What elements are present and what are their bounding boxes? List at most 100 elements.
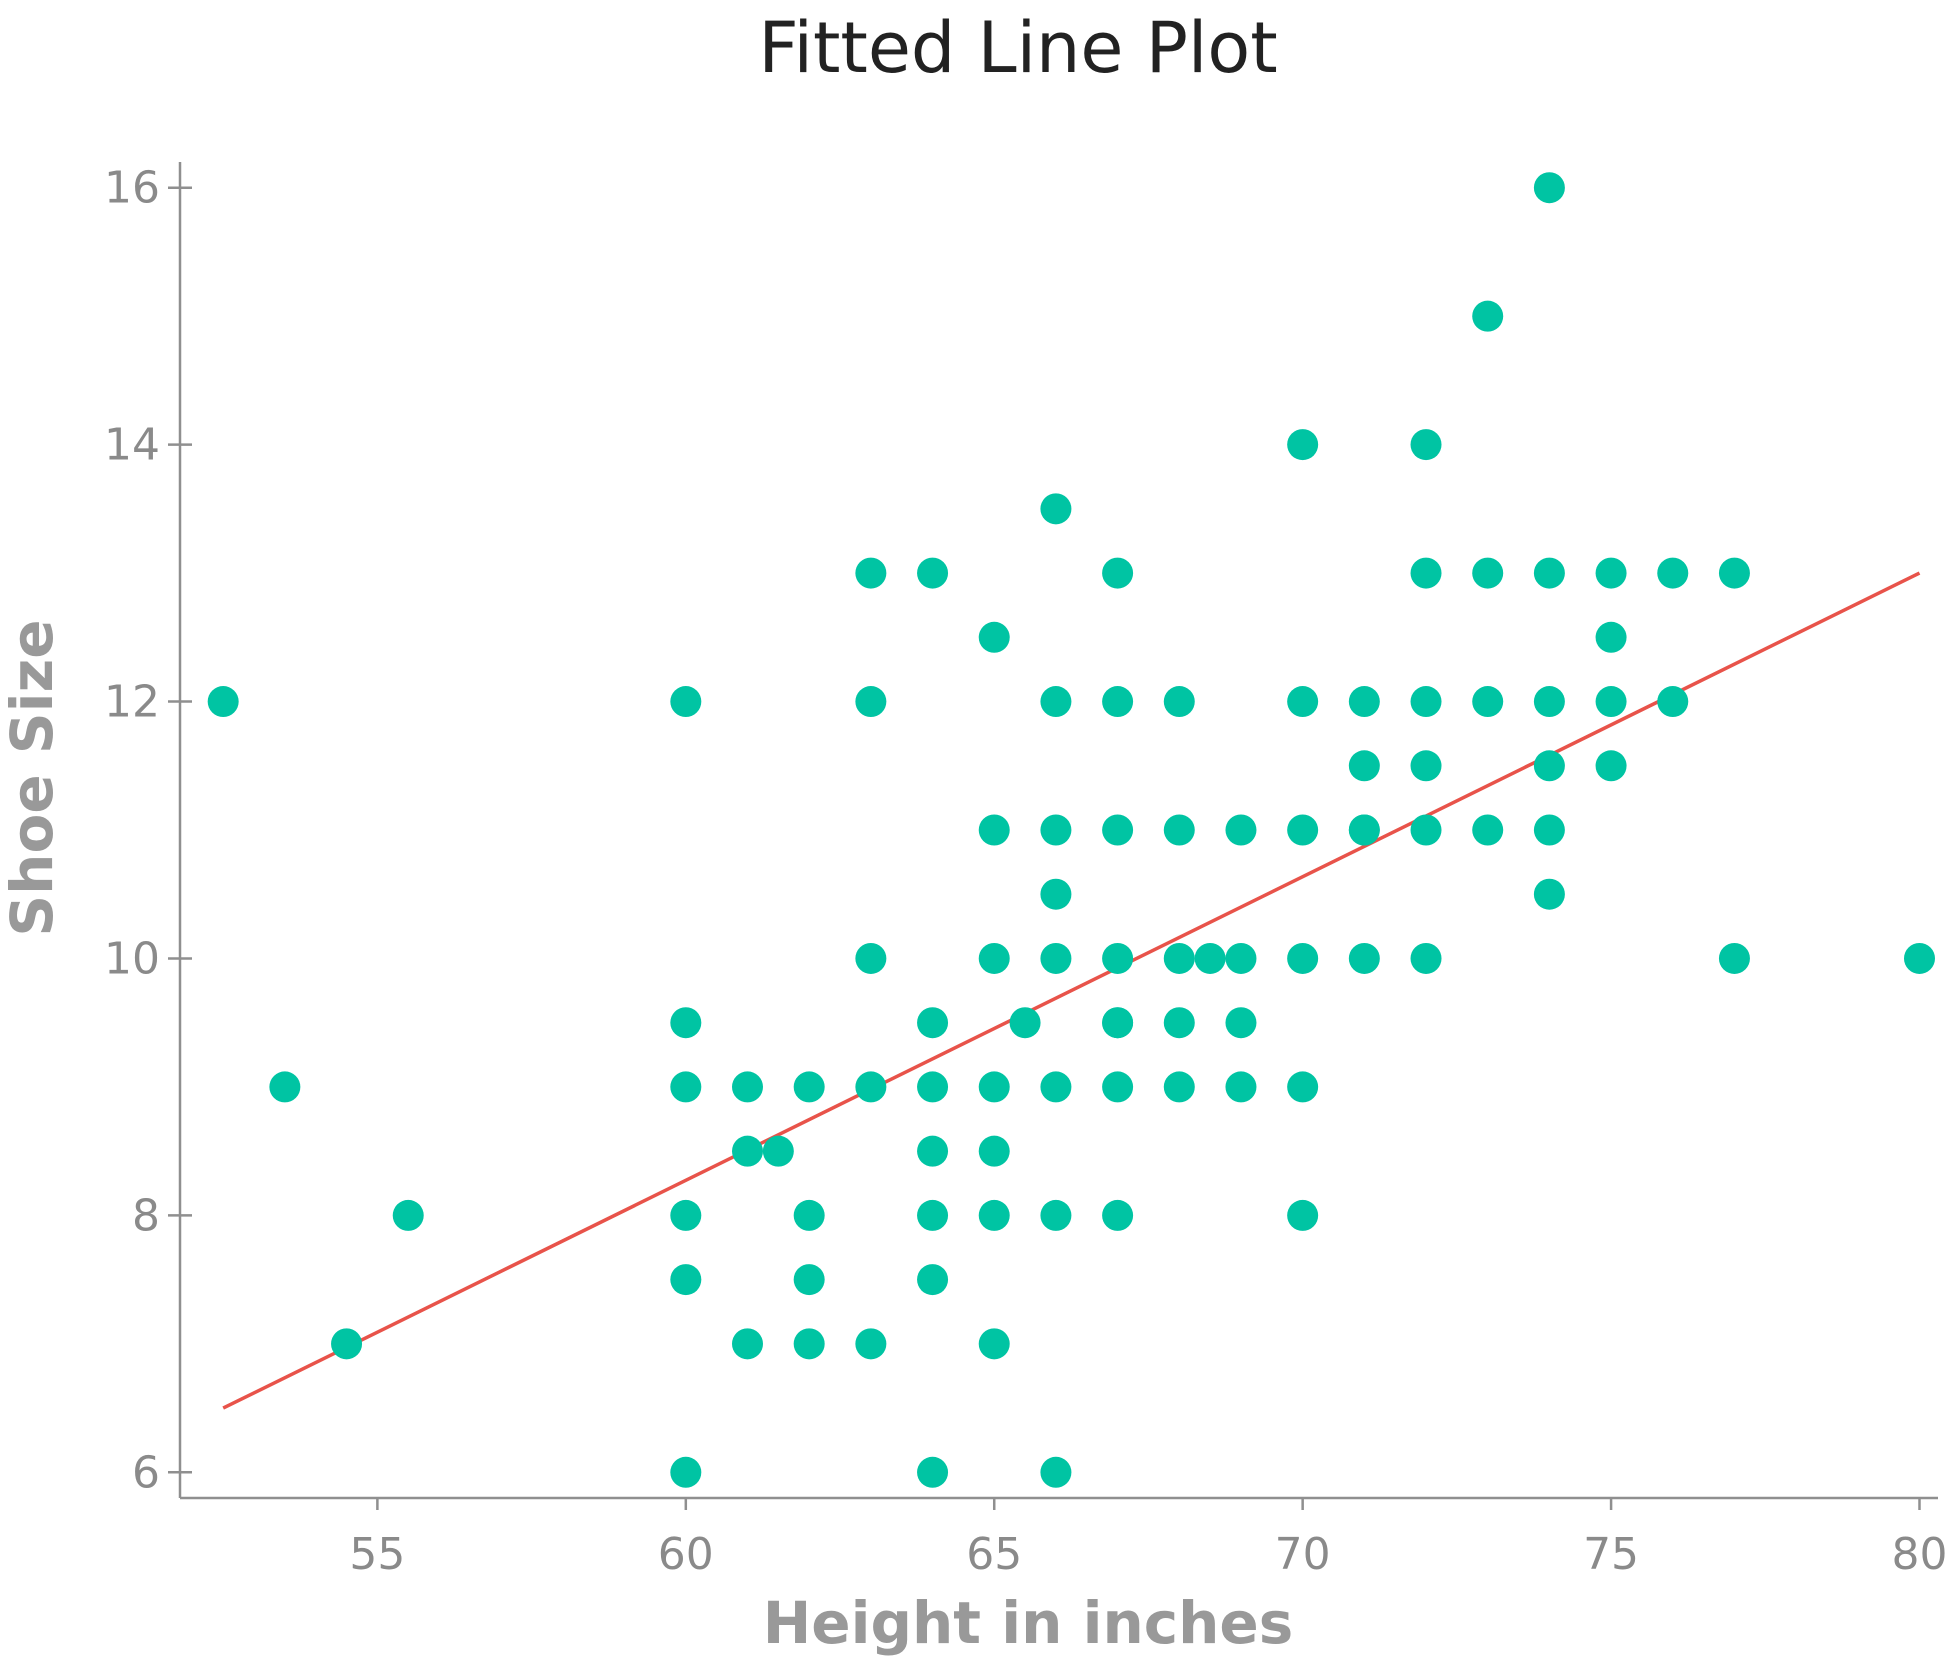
data-point <box>1102 557 1134 589</box>
data-point <box>1718 942 1750 974</box>
data-point <box>1287 1071 1319 1103</box>
data-point <box>1472 686 1504 718</box>
data-point <box>917 1071 949 1103</box>
data-point <box>1102 1071 1134 1103</box>
data-point <box>1410 750 1442 782</box>
data-point <box>978 942 1010 974</box>
data-point <box>670 1071 702 1103</box>
data-point <box>1533 557 1565 589</box>
data-point <box>978 814 1010 846</box>
x-tick-label: 75 <box>1583 1529 1639 1580</box>
axes <box>178 162 1938 1500</box>
data-point <box>670 1199 702 1231</box>
data-point <box>1287 1199 1319 1231</box>
x-tick-label: 65 <box>966 1529 1022 1580</box>
data-point <box>1533 750 1565 782</box>
data-point <box>917 1456 949 1488</box>
data-point <box>1040 493 1072 525</box>
data-point <box>1163 942 1195 974</box>
data-point <box>1102 1007 1134 1039</box>
data-point <box>1595 557 1627 589</box>
data-point <box>1287 686 1319 718</box>
data-point <box>1348 686 1380 718</box>
data-point <box>1410 814 1442 846</box>
data-point <box>1163 1007 1195 1039</box>
data-point <box>1040 878 1072 910</box>
x-tick-label: 55 <box>349 1529 405 1580</box>
data-point <box>1163 686 1195 718</box>
data-point <box>731 1328 763 1360</box>
data-point <box>1225 1007 1257 1039</box>
data-point <box>1472 557 1504 589</box>
data-point <box>1472 814 1504 846</box>
data-point <box>670 1456 702 1488</box>
data-point <box>1194 942 1226 974</box>
data-point <box>978 1328 1010 1360</box>
data-point <box>1595 686 1627 718</box>
data-point <box>978 1071 1010 1103</box>
data-point <box>670 686 702 718</box>
data-point <box>917 1199 949 1231</box>
data-point <box>731 1071 763 1103</box>
data-point <box>855 942 887 974</box>
x-tick-label: 80 <box>1891 1529 1947 1580</box>
data-point <box>1225 942 1257 974</box>
data-point <box>1163 1071 1195 1103</box>
data-point <box>1102 814 1134 846</box>
data-point <box>855 686 887 718</box>
data-point <box>269 1071 301 1103</box>
data-point <box>670 1264 702 1296</box>
x-tick-label: 60 <box>658 1529 714 1580</box>
y-tick-label: 14 <box>104 420 160 471</box>
data-point <box>392 1199 424 1231</box>
data-point <box>670 1007 702 1039</box>
y-tick-label: 12 <box>104 677 160 728</box>
data-point <box>1348 942 1380 974</box>
y-ticks: 6 8 10 12 14 16 <box>104 163 192 1498</box>
data-point <box>1348 750 1380 782</box>
y-tick-label: 16 <box>104 163 160 214</box>
data-point <box>1903 942 1935 974</box>
data-point <box>978 621 1010 653</box>
data-point <box>331 1328 363 1360</box>
data-point <box>917 1135 949 1167</box>
data-point <box>1287 942 1319 974</box>
data-point <box>855 1328 887 1360</box>
data-point <box>1040 942 1072 974</box>
data-point <box>1225 1071 1257 1103</box>
data-point <box>1595 621 1627 653</box>
data-point <box>1102 1199 1134 1231</box>
data-point <box>1410 557 1442 589</box>
data-point <box>1595 750 1627 782</box>
data-point <box>1040 1456 1072 1488</box>
data-point <box>793 1071 825 1103</box>
data-point <box>1163 814 1195 846</box>
data-point <box>793 1328 825 1360</box>
data-points <box>207 172 1935 1488</box>
data-point <box>1040 814 1072 846</box>
data-point <box>1718 557 1750 589</box>
x-ticks: 55 60 65 70 75 80 <box>349 1498 1947 1580</box>
data-point <box>1102 942 1134 974</box>
data-point <box>1287 429 1319 461</box>
data-point <box>855 1071 887 1103</box>
data-point <box>1009 1007 1041 1039</box>
data-point <box>1348 814 1380 846</box>
data-point <box>793 1199 825 1231</box>
data-point <box>762 1135 794 1167</box>
data-point <box>1040 1199 1072 1231</box>
data-point <box>1533 172 1565 204</box>
chart-title: Fitted Line Plot <box>758 7 1277 89</box>
data-point <box>1225 814 1257 846</box>
data-point <box>855 557 887 589</box>
data-point <box>1472 300 1504 332</box>
data-point <box>793 1264 825 1296</box>
fitted-line <box>222 571 1921 1410</box>
data-point <box>1533 814 1565 846</box>
data-point <box>1102 686 1134 718</box>
x-axis-label: Height in inches <box>763 1589 1294 1657</box>
data-point <box>1657 686 1689 718</box>
data-point <box>1040 1071 1072 1103</box>
data-point <box>207 686 239 718</box>
